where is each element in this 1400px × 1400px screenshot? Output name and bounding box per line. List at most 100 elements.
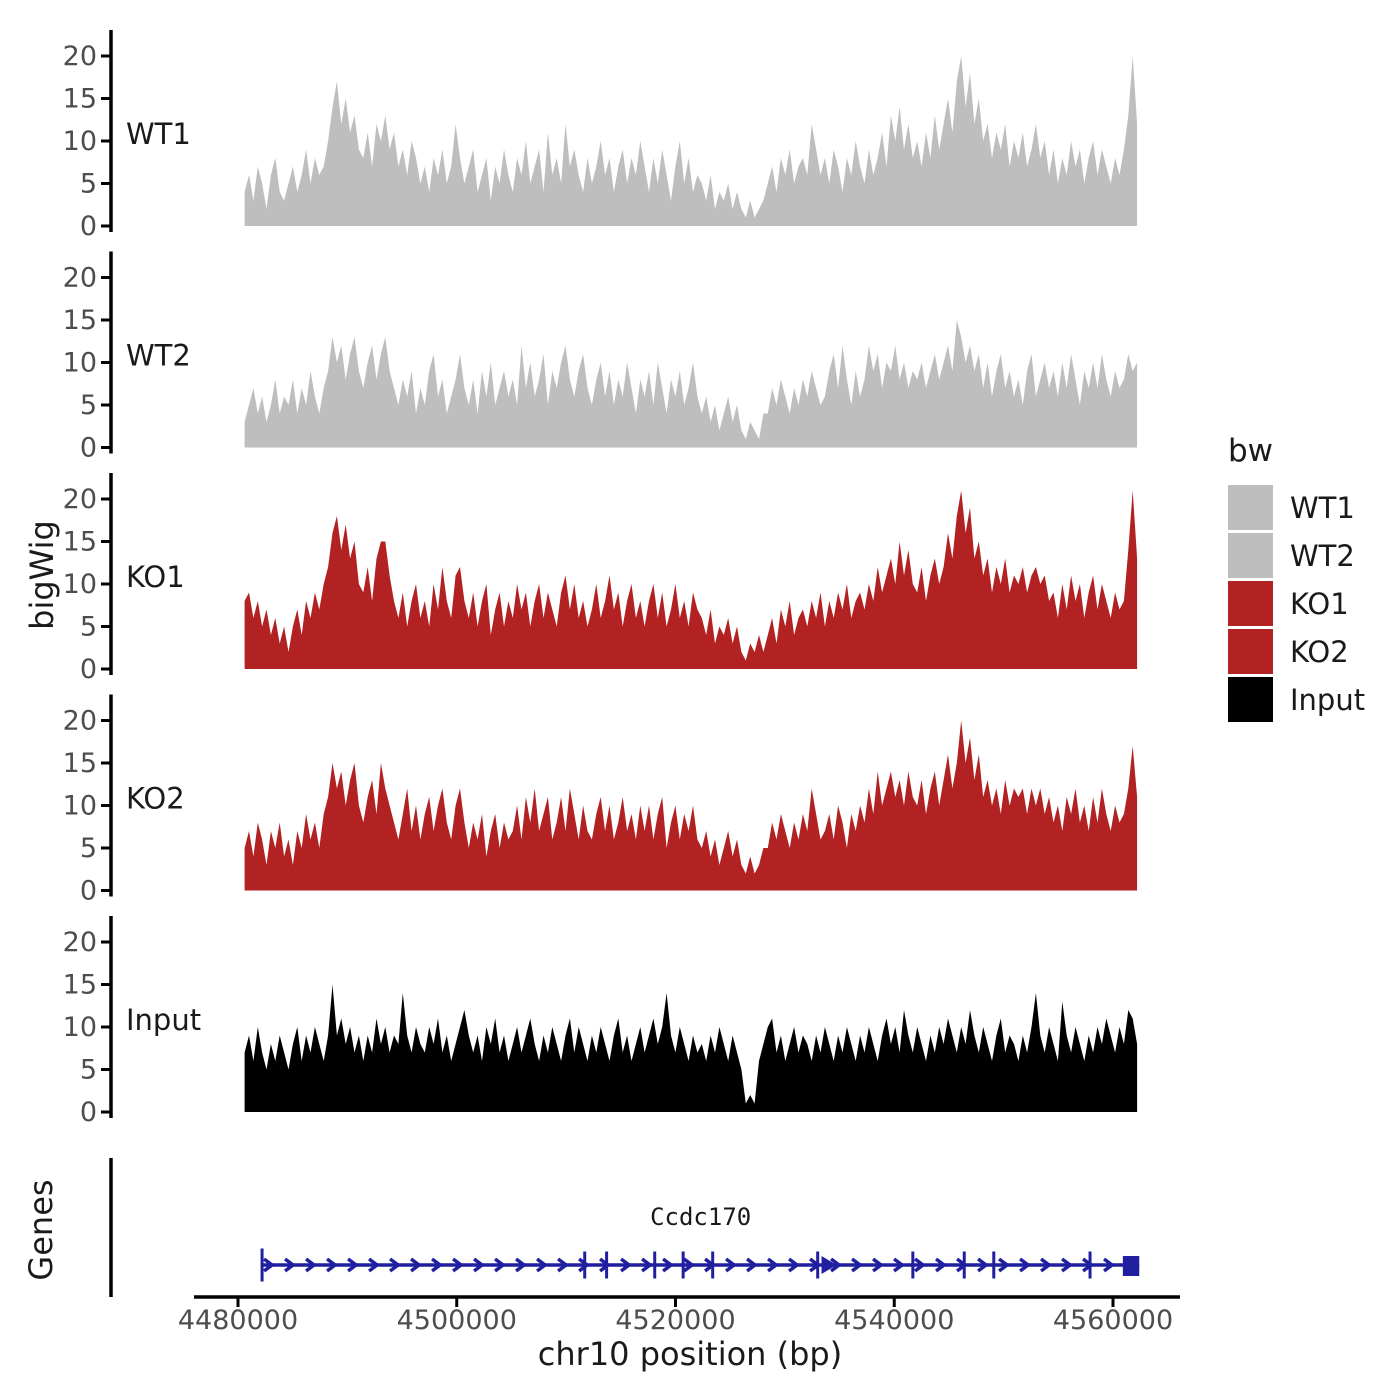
track-panel-input: 0 5 10 15 20 Input [63, 916, 1138, 1128]
strand-arrow-icon [662, 1257, 674, 1273]
y-tick-label-wt1: 20 [63, 41, 97, 72]
strand-arrow-icon [683, 1257, 695, 1273]
y-tick-label-input: 15 [63, 970, 97, 1001]
legend-label-ko1: KO1 [1290, 586, 1349, 621]
legend-item-input: Input [1228, 677, 1365, 722]
strand-arrow-icon [389, 1257, 401, 1273]
y-tick-label-wt1: 10 [63, 126, 97, 157]
y-tick-label-wt1: 15 [63, 84, 97, 115]
genes-axis-title: Genes [22, 1179, 60, 1281]
strand-arrow-icon [305, 1257, 317, 1273]
strand-arrow-icon [767, 1257, 779, 1273]
strand-arrow-icon [872, 1257, 884, 1273]
track-area-wt2 [244, 320, 1138, 448]
legend: bw WT1 WT2 KO1 KO2 Input [1228, 433, 1365, 725]
x-tick-label: 4540000 [834, 1305, 954, 1336]
legend-swatch-wt1 [1228, 485, 1273, 530]
strand-arrow-icon [893, 1257, 905, 1273]
x-tick-label: 4560000 [1053, 1305, 1173, 1336]
strand-arrow-icon [725, 1257, 737, 1273]
strand-arrow-icon [977, 1257, 989, 1273]
y-tick-label-wt2: 15 [63, 305, 97, 336]
y-tick-label-ko1: 10 [63, 569, 97, 600]
x-axis: 4480000 4500000 4520000 4540000 4560000 [178, 1295, 1180, 1336]
y-tick-label-wt2: 5 [80, 390, 97, 421]
legend-label-ko2: KO2 [1290, 634, 1349, 669]
strand-arrow-icon [557, 1257, 569, 1273]
x-tick-label: 4500000 [397, 1305, 517, 1336]
final-exon-box [1122, 1256, 1140, 1276]
strand-arrow-icon [788, 1257, 800, 1273]
x-axis-title: chr10 position (bp) [537, 1335, 843, 1373]
strand-arrow-icon [1061, 1257, 1073, 1273]
strand-arrow-icon [494, 1257, 506, 1273]
y-axis-title: bigWig [23, 520, 61, 630]
y-tick-label-wt2: 10 [63, 348, 97, 379]
strand-arrow-icon [1103, 1257, 1115, 1273]
track-label-ko1: KO1 [126, 560, 185, 594]
y-tick-label-ko2: 20 [63, 706, 97, 737]
x-tick-label: 4520000 [615, 1305, 735, 1336]
track-area-input [244, 984, 1138, 1112]
strand-arrow-icon [473, 1257, 485, 1273]
strand-arrow-icon [641, 1257, 653, 1273]
y-tick-label-ko1: 20 [63, 484, 97, 515]
gene-name-label: Ccdc170 [650, 1203, 751, 1231]
y-tick-label-input: 20 [63, 927, 97, 958]
strand-arrow-icon [935, 1257, 947, 1273]
strand-arrow-icon [431, 1257, 443, 1273]
legend-label-wt1: WT1 [1290, 490, 1355, 525]
strand-arrow-icon [1019, 1257, 1031, 1273]
big-strand-arrow-icon [821, 1256, 837, 1274]
strand-arrow-icon [914, 1257, 926, 1273]
y-tick-label-ko2: 5 [80, 833, 97, 864]
legend-label-wt2: WT2 [1290, 538, 1355, 573]
y-tick-label-ko2: 0 [80, 876, 97, 907]
strand-arrow-icon [1040, 1257, 1052, 1273]
y-tick-label-ko2: 15 [63, 748, 97, 779]
track-panel-ko2: 0 5 10 15 20 KO2 [63, 694, 1138, 907]
track-label-wt1: WT1 [126, 117, 191, 151]
y-tick-label-ko1: 5 [80, 612, 97, 643]
y-tick-label-wt2: 0 [80, 433, 97, 464]
legend-swatch-ko1 [1228, 581, 1273, 626]
legend-item-ko1: KO1 [1228, 581, 1365, 626]
y-tick-label-ko1: 15 [63, 527, 97, 558]
x-tick-label: 4480000 [178, 1305, 298, 1336]
strand-arrow-icon [410, 1257, 422, 1273]
strand-arrow-icon [851, 1257, 863, 1273]
y-tick-label-input: 10 [63, 1012, 97, 1043]
strand-arrow-icon [998, 1257, 1010, 1273]
strand-arrow-icon [536, 1257, 548, 1273]
track-area-ko2 [244, 720, 1138, 891]
y-tick-label-ko1: 0 [80, 654, 97, 685]
legend-swatch-wt2 [1228, 533, 1273, 578]
legend-swatch-ko2 [1228, 629, 1273, 674]
track-area-wt1 [244, 56, 1138, 226]
strand-arrow-icon [578, 1257, 590, 1273]
legend-swatch-input [1228, 677, 1273, 722]
strand-arrow-icon [263, 1257, 275, 1273]
strand-arrow-icon [830, 1257, 842, 1273]
track-label-ko2: KO2 [126, 782, 185, 816]
legend-title: bw [1228, 433, 1274, 469]
legend-label-input: Input [1290, 682, 1366, 717]
track-area-ko1 [244, 490, 1138, 669]
y-tick-label-wt1: 0 [80, 211, 97, 242]
strand-arrow-icon [326, 1257, 338, 1273]
strand-arrow-icon [746, 1257, 758, 1273]
strand-arrow-icon [284, 1257, 296, 1273]
legend-item-ko2: KO2 [1228, 629, 1365, 674]
y-tick-label-ko2: 10 [63, 791, 97, 822]
legend-item-wt2: WT2 [1228, 533, 1365, 578]
track-label-wt2: WT2 [126, 339, 191, 373]
genes-panel: Ccdc170 [109, 1158, 1140, 1297]
y-tick-label-wt2: 20 [63, 263, 97, 294]
track-label-input: Input [126, 1003, 201, 1037]
legend-item-wt1: WT1 [1228, 485, 1365, 530]
strand-arrow-icon [347, 1257, 359, 1273]
track-panel-wt2: 0 5 10 15 20 WT2 [63, 251, 1138, 464]
track-panel-wt1: 0 5 10 15 20 WT1 [63, 30, 1138, 242]
